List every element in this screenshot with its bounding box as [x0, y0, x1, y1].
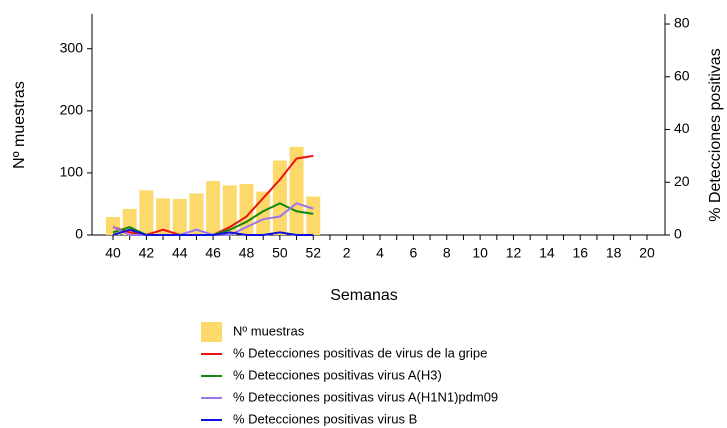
line [112, 228, 314, 236]
x-tick-label: 14 [539, 245, 555, 261]
y-tick-label: 200 [60, 102, 84, 118]
x-tick-label: 20 [639, 245, 655, 261]
x-tick-label: 40 [105, 245, 121, 261]
legend-label: % Detecciones positivas virus A(H1N1)pdm… [233, 389, 498, 404]
y-tick-label: 300 [60, 39, 84, 55]
x-tick-label: 50 [272, 245, 288, 261]
x-tick-label: 8 [443, 245, 451, 261]
x-tick-label: 44 [172, 245, 188, 261]
x-tick-label: 6 [409, 245, 417, 261]
bar [172, 198, 187, 235]
x-tick-label: 2 [343, 245, 351, 261]
bar [272, 160, 287, 235]
y-axis-label: Nº muestras [11, 81, 28, 169]
x-axis-label: Semanas [330, 287, 398, 304]
y2-tick-label: 40 [674, 120, 690, 136]
bar [306, 196, 321, 235]
y-tick-label: 100 [60, 164, 84, 180]
bar [222, 185, 237, 235]
legend-swatch [201, 322, 222, 342]
x-tick-label: 52 [305, 245, 321, 261]
x-tick-label: 18 [606, 245, 622, 261]
legend-label: % Detecciones positivas virus B [233, 411, 417, 426]
bar [139, 190, 154, 235]
bar [239, 184, 254, 235]
y2-tick-label: 80 [674, 15, 690, 31]
x-tick-label: 12 [506, 245, 522, 261]
x-tick-label: 16 [572, 245, 588, 261]
x-tick-label: 48 [239, 245, 255, 261]
bar [189, 193, 204, 235]
x-tick-label: 10 [472, 245, 488, 261]
x-tick-label: 46 [205, 245, 221, 261]
bar [206, 180, 221, 235]
legend-label: % Detecciones positivas de virus de la g… [233, 345, 487, 360]
x-tick-label: 4 [376, 245, 384, 261]
legend-label: Nº muestras [233, 323, 305, 338]
y2-tick-label: 60 [674, 67, 690, 83]
y-tick-label: 0 [75, 226, 83, 242]
bar [289, 146, 304, 235]
x-tick-label: 42 [139, 245, 155, 261]
y2-axis-label: % Detecciones positivas [707, 48, 724, 221]
y2-tick-label: 20 [674, 173, 690, 189]
y2-tick-label: 0 [674, 226, 682, 242]
bar [156, 198, 171, 235]
legend-label: % Detecciones positivas virus A(H3) [233, 367, 442, 382]
